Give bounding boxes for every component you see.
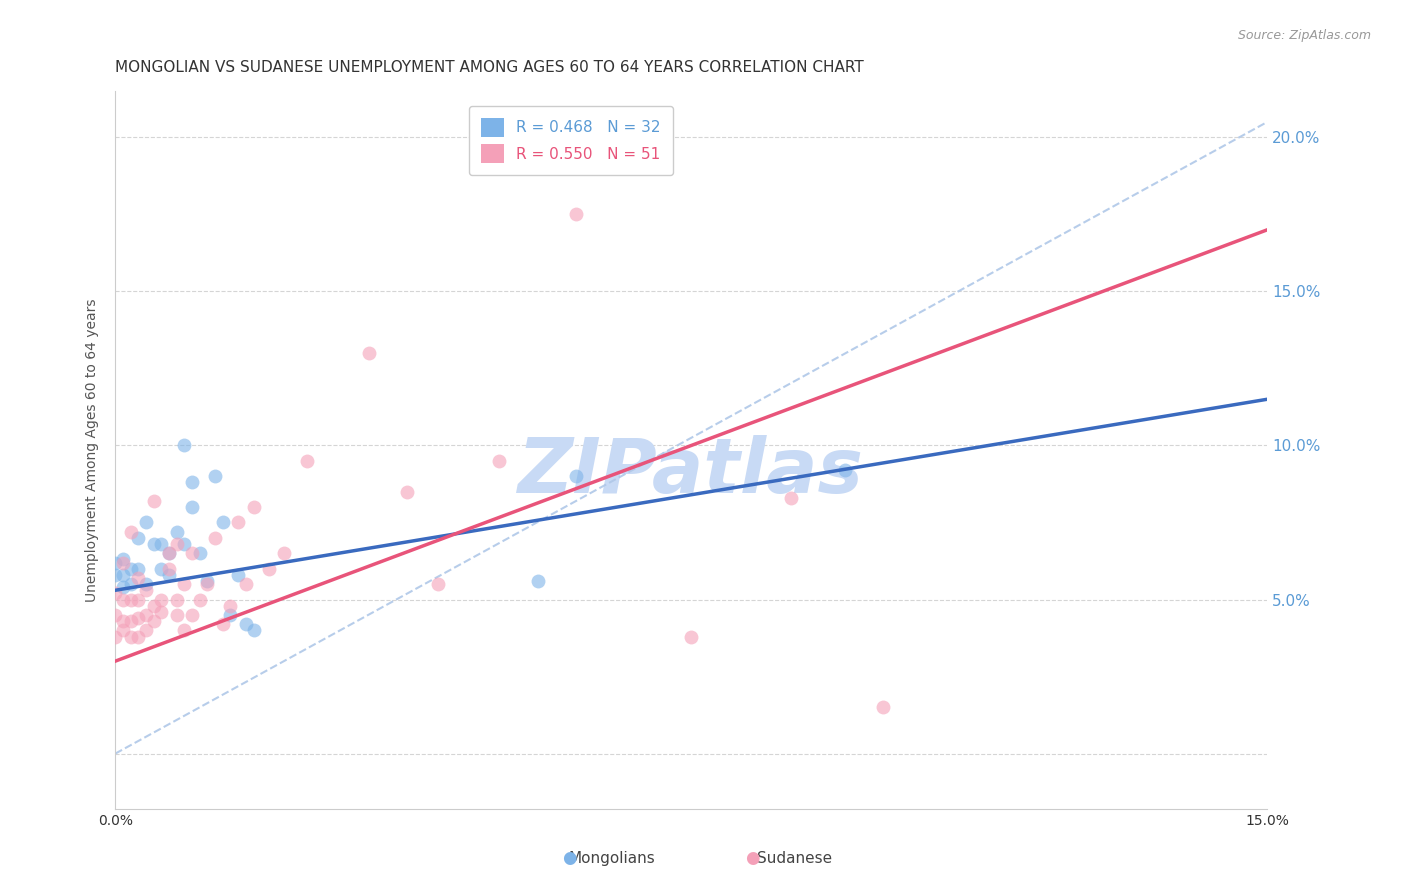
- Point: [273, 546, 295, 560]
- Text: Mongolians: Mongolians: [568, 851, 655, 865]
- Point: [127, 630, 149, 644]
- Point: [111, 580, 134, 594]
- Point: [157, 567, 180, 582]
- Point: [104, 567, 127, 582]
- Point: [111, 552, 134, 566]
- Point: [142, 494, 165, 508]
- Point: [188, 592, 211, 607]
- Point: [120, 614, 142, 628]
- Point: [211, 617, 233, 632]
- Point: [526, 574, 548, 588]
- Point: [219, 607, 242, 622]
- Point: [157, 562, 180, 576]
- Point: [111, 614, 134, 628]
- Point: [142, 537, 165, 551]
- Point: [226, 567, 249, 582]
- Point: [166, 592, 188, 607]
- Point: [181, 546, 204, 560]
- Point: [188, 546, 211, 560]
- Point: [780, 491, 803, 505]
- Text: ●: ●: [562, 849, 576, 867]
- Text: ●: ●: [745, 849, 759, 867]
- Point: [197, 577, 219, 591]
- Point: [120, 630, 142, 644]
- Point: [357, 346, 380, 360]
- Point: [142, 599, 165, 613]
- Point: [150, 605, 173, 619]
- Point: [242, 500, 264, 514]
- Point: [681, 630, 703, 644]
- Point: [565, 207, 588, 221]
- Point: [111, 592, 134, 607]
- Point: [111, 567, 134, 582]
- Point: [396, 484, 419, 499]
- Point: [197, 574, 219, 588]
- Point: [150, 592, 173, 607]
- Point: [120, 524, 142, 539]
- Point: [204, 469, 226, 483]
- Point: [834, 463, 856, 477]
- Point: [173, 537, 195, 551]
- Y-axis label: Unemployment Among Ages 60 to 64 years: Unemployment Among Ages 60 to 64 years: [86, 298, 100, 602]
- Point: [127, 592, 149, 607]
- Point: [166, 524, 188, 539]
- Point: [204, 531, 226, 545]
- Text: Source: ZipAtlas.com: Source: ZipAtlas.com: [1237, 29, 1371, 42]
- Point: [135, 624, 157, 638]
- Point: [181, 475, 204, 490]
- Point: [565, 469, 588, 483]
- Point: [120, 592, 142, 607]
- Point: [135, 583, 157, 598]
- Point: [426, 577, 449, 591]
- Point: [104, 586, 127, 600]
- Point: [111, 556, 134, 570]
- Point: [235, 577, 257, 591]
- Point: [111, 624, 134, 638]
- Point: [104, 607, 127, 622]
- Point: [135, 577, 157, 591]
- Point: [173, 438, 195, 452]
- Point: [181, 607, 204, 622]
- Point: [211, 516, 233, 530]
- Point: [120, 577, 142, 591]
- Point: [127, 611, 149, 625]
- Point: [150, 537, 173, 551]
- Point: [135, 516, 157, 530]
- Point: [181, 500, 204, 514]
- Text: ZIPatlas: ZIPatlas: [519, 434, 865, 508]
- Point: [173, 577, 195, 591]
- Point: [235, 617, 257, 632]
- Point: [142, 614, 165, 628]
- Point: [120, 562, 142, 576]
- Text: MONGOLIAN VS SUDANESE UNEMPLOYMENT AMONG AGES 60 TO 64 YEARS CORRELATION CHART: MONGOLIAN VS SUDANESE UNEMPLOYMENT AMONG…: [115, 60, 865, 75]
- Point: [104, 630, 127, 644]
- Point: [166, 537, 188, 551]
- Point: [257, 562, 280, 576]
- Point: [872, 700, 894, 714]
- Point: [157, 546, 180, 560]
- Point: [219, 599, 242, 613]
- Point: [488, 454, 510, 468]
- Text: Sudanese: Sudanese: [756, 851, 832, 865]
- Point: [127, 571, 149, 585]
- Point: [226, 516, 249, 530]
- Point: [297, 454, 319, 468]
- Point: [150, 562, 173, 576]
- Legend: R = 0.468   N = 32, R = 0.550   N = 51: R = 0.468 N = 32, R = 0.550 N = 51: [468, 106, 672, 175]
- Point: [104, 556, 127, 570]
- Point: [157, 546, 180, 560]
- Point: [242, 624, 264, 638]
- Point: [135, 607, 157, 622]
- Point: [127, 562, 149, 576]
- Point: [173, 624, 195, 638]
- Point: [127, 531, 149, 545]
- Point: [166, 607, 188, 622]
